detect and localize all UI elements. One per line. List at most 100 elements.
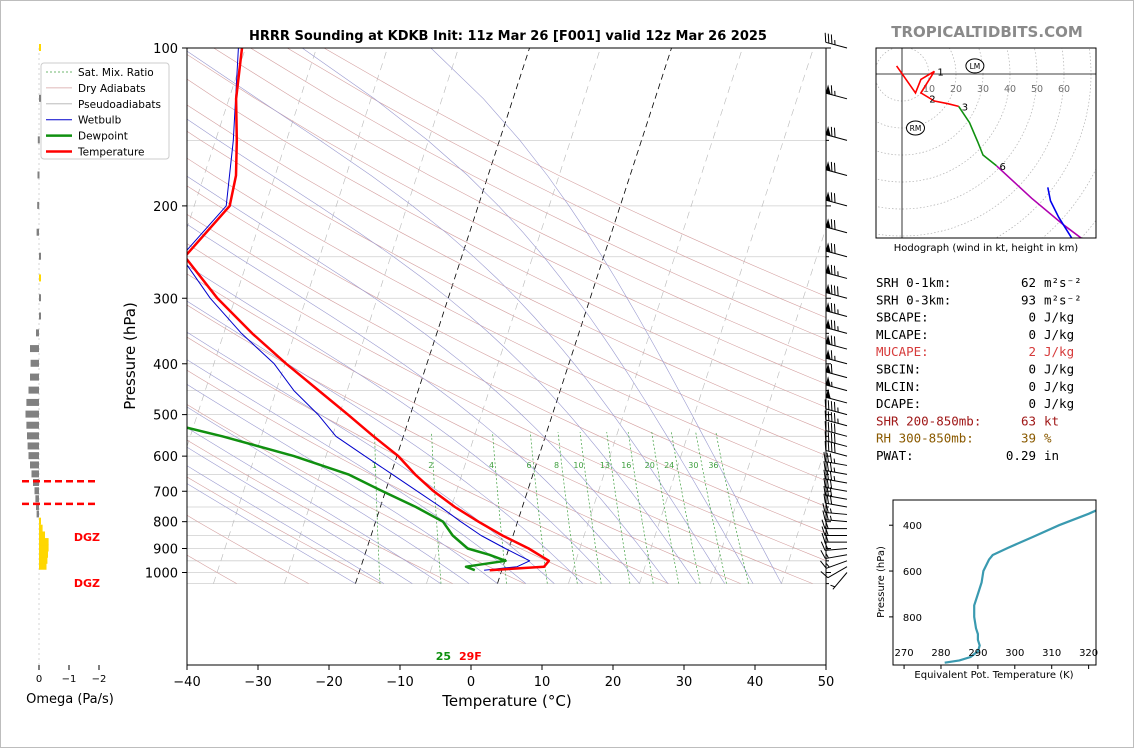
barb-full	[833, 193, 836, 203]
barb-flag	[825, 334, 831, 345]
wind-barb	[822, 503, 848, 515]
mixing-ratio-label: 30	[688, 461, 698, 470]
barb-flag	[825, 218, 831, 229]
omega-bar	[39, 312, 41, 320]
barb-full	[823, 461, 826, 471]
thetae-y-tick-label: 800	[903, 613, 922, 624]
barb-full	[830, 442, 833, 453]
isotherm-line	[187, 48, 246, 230]
barb-full	[820, 571, 829, 579]
y-tick-label: 100	[153, 42, 178, 57]
barb-staff	[825, 384, 848, 392]
x-tick-label: 10	[534, 675, 551, 690]
barb-full	[821, 519, 826, 529]
omega-bar	[39, 550, 48, 558]
moist-adiabat-line	[187, 359, 527, 584]
wind-barb	[825, 161, 848, 176]
thetae-y-tick-label: 600	[903, 567, 922, 578]
barb-full	[830, 364, 833, 374]
barb-full	[833, 220, 836, 230]
barb-half	[825, 563, 830, 568]
index-label: DCAPE:	[876, 396, 921, 411]
moist-adiabat-line	[430, 48, 782, 584]
barb-staff	[826, 560, 848, 569]
wind-barb	[825, 218, 848, 234]
omega-bar	[39, 544, 49, 552]
index-label: SBCIN:	[876, 362, 921, 377]
barb-full	[823, 452, 826, 462]
wind-barb	[824, 421, 848, 437]
thetae-x-label: Equivalent Pot. Temperature (K)	[914, 670, 1073, 681]
index-value: 2	[1028, 344, 1036, 359]
barb-full	[824, 526, 829, 536]
legend-entry: Sat. Mix. Ratio	[78, 67, 154, 79]
barb-full	[833, 162, 836, 173]
mixing-ratio-line	[579, 432, 602, 584]
temperature-trace	[187, 48, 551, 572]
wind-barb	[825, 376, 848, 392]
mixing-ratio-line	[627, 432, 654, 584]
index-label: SHR 200-850mb:	[876, 413, 981, 428]
barb-full	[833, 443, 836, 453]
omega-bar	[26, 398, 39, 406]
barb-flag	[825, 161, 831, 172]
omega-bar	[27, 442, 39, 450]
x-tick-label: 0	[467, 675, 475, 690]
wind-barb	[823, 469, 848, 484]
barb-staff	[825, 92, 848, 100]
hodo-ring-label: 60	[1058, 84, 1070, 95]
skewt-axes: −40 −30 −20 −10 0 10 20 30 40 50 100 200 300 400 500 60…	[145, 42, 834, 690]
dry-adiabat-line	[187, 104, 826, 432]
wind-barb	[824, 399, 848, 416]
barb-full	[830, 126, 833, 137]
barb-full	[823, 469, 826, 480]
barb-staff	[825, 327, 848, 334]
wind-barb	[820, 566, 848, 579]
moist-adiabat-line	[187, 300, 583, 584]
moist-adiabat-line	[187, 331, 555, 584]
barb-flag	[825, 302, 831, 313]
barb-full	[825, 503, 829, 513]
barb-staff	[825, 440, 848, 447]
barb-full	[824, 519, 829, 529]
barb-full	[833, 303, 836, 314]
barb-half	[825, 553, 829, 559]
y-tick-label: 1000	[145, 567, 178, 582]
index-unit: m²s⁻²	[1044, 275, 1082, 290]
barb-flag	[825, 349, 831, 360]
moist-adiabat-line	[187, 446, 413, 584]
mixing-ratio-label: 1	[372, 461, 377, 470]
dry-adiabat-line	[213, 48, 826, 362]
isotherm-line	[284, 48, 459, 584]
omega-bar	[30, 359, 39, 367]
isotherm-line	[568, 48, 743, 584]
wind-barb	[822, 510, 848, 523]
isotherm-line	[355, 48, 530, 584]
barb-flag	[825, 376, 831, 387]
index-row: MUCAPE: 2 J/kg	[876, 344, 1074, 359]
barb-staff	[825, 292, 848, 299]
wind-barb	[825, 264, 848, 279]
y-tick-label: 200	[153, 200, 178, 215]
hodo-ring-label: 40	[1004, 84, 1016, 95]
barb-staff	[825, 548, 848, 551]
omega-bar	[39, 524, 43, 532]
moist-adiabat-line	[187, 465, 385, 584]
moist-adiabat-line	[187, 483, 356, 584]
index-value: 0.29	[1006, 448, 1036, 463]
mixing-ratio-line	[606, 432, 631, 584]
x-tick-label: 40	[747, 675, 764, 690]
omega-bar	[39, 44, 41, 51]
barb-full	[830, 161, 833, 172]
brand-logo: TROPICALTIDBITS.COM	[891, 23, 1083, 41]
index-row: SBCAPE: 0 J/kg	[876, 310, 1074, 325]
omega-bar	[39, 252, 41, 260]
barb-full	[820, 549, 826, 559]
barb-full	[824, 410, 827, 421]
dry-adiabat-line	[187, 273, 813, 584]
moist-adiabat-line	[302, 48, 754, 584]
hodo-height-label: 3	[962, 102, 968, 113]
skewt-background-lines	[187, 48, 826, 585]
omega-bar	[36, 329, 39, 337]
thetae-trace	[944, 509, 1096, 664]
